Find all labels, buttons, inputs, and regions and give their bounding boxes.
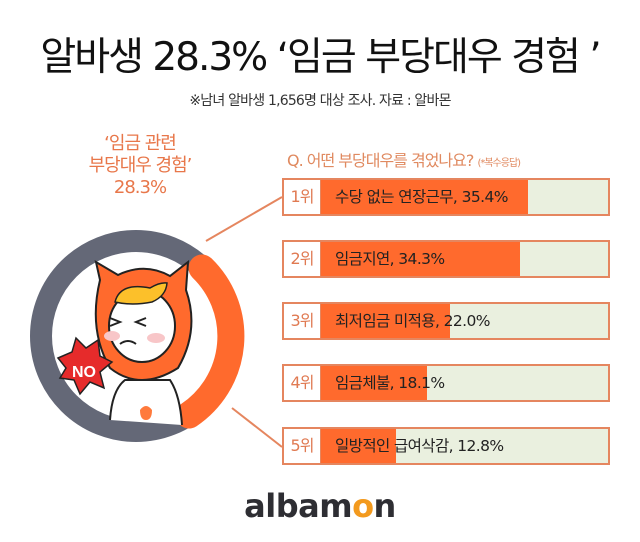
bar-row-4: 4위 임금체불, 18.1% (282, 364, 610, 402)
bar-fill (320, 366, 427, 400)
bar-row-2: 2위 임금지연, 34.3% (282, 240, 610, 278)
bar-rank: 4위 (284, 366, 321, 400)
connector-line-bottom (231, 407, 283, 448)
bar-row-1: 1위 수당 없는 연장근무, 35.4% (282, 178, 610, 216)
albamon-logo: albamon (0, 487, 640, 525)
no-badge-text: NO (72, 364, 96, 381)
logo-cat-o-icon: o (352, 487, 374, 525)
question-text: Q. 어떤 부당대우를 겪었나요? (287, 151, 474, 170)
ring-caption-value: 28.3% (113, 177, 167, 198)
mascot-character: NO (56, 259, 193, 426)
bar-fill (320, 242, 520, 276)
donut-highlight-arc (175, 254, 245, 429)
ring-caption-line2: 부당대우 경험’ (88, 155, 193, 176)
ring-caption-line1: ‘임금 관련 (104, 133, 177, 154)
bar-row-5: 5위 일방적인 급여삭감, 12.8% (282, 427, 610, 465)
bar-fill (320, 304, 450, 338)
bar-rank: 1위 (284, 180, 321, 214)
no-badge (56, 336, 114, 396)
page-title: 알바생 28.3% ‘임금 부당대우 경험 ’ (40, 35, 601, 80)
connector-line-top (205, 196, 283, 242)
question-heading: Q. 어떤 부당대우를 겪었나요? (*복수응답) (287, 147, 521, 171)
bar-label: 수당 없는 연장근무, 35.4% (335, 188, 508, 206)
bar-label: 임금지연, 34.3% (335, 250, 445, 268)
bar-fill (320, 180, 528, 214)
bar-label: 최저임금 미적용, 22.0% (335, 312, 490, 330)
ring-caption: ‘임금 관련 부당대우 경험’ 28.3% (50, 133, 230, 199)
bar-row-3: 3위 최저임금 미적용, 22.0% (282, 302, 610, 340)
logo-text-a: albam (244, 487, 353, 525)
subtitle-source: ※남녀 알바생 1,656명 대상 조사. 자료 : 알바몬 (189, 93, 451, 109)
bar-fill (320, 429, 396, 463)
bar-rank: 3위 (284, 304, 321, 338)
question-note: (*복수응답) (477, 158, 521, 169)
bar-rank: 5위 (284, 429, 321, 463)
bar-rank: 2위 (284, 242, 321, 276)
bar-label: 임금체불, 18.1% (335, 374, 445, 392)
bar-label: 일방적인 급여삭감, 12.8% (335, 437, 504, 455)
mascot-logo-icon (140, 406, 152, 420)
logo-text-b: n (373, 487, 397, 525)
